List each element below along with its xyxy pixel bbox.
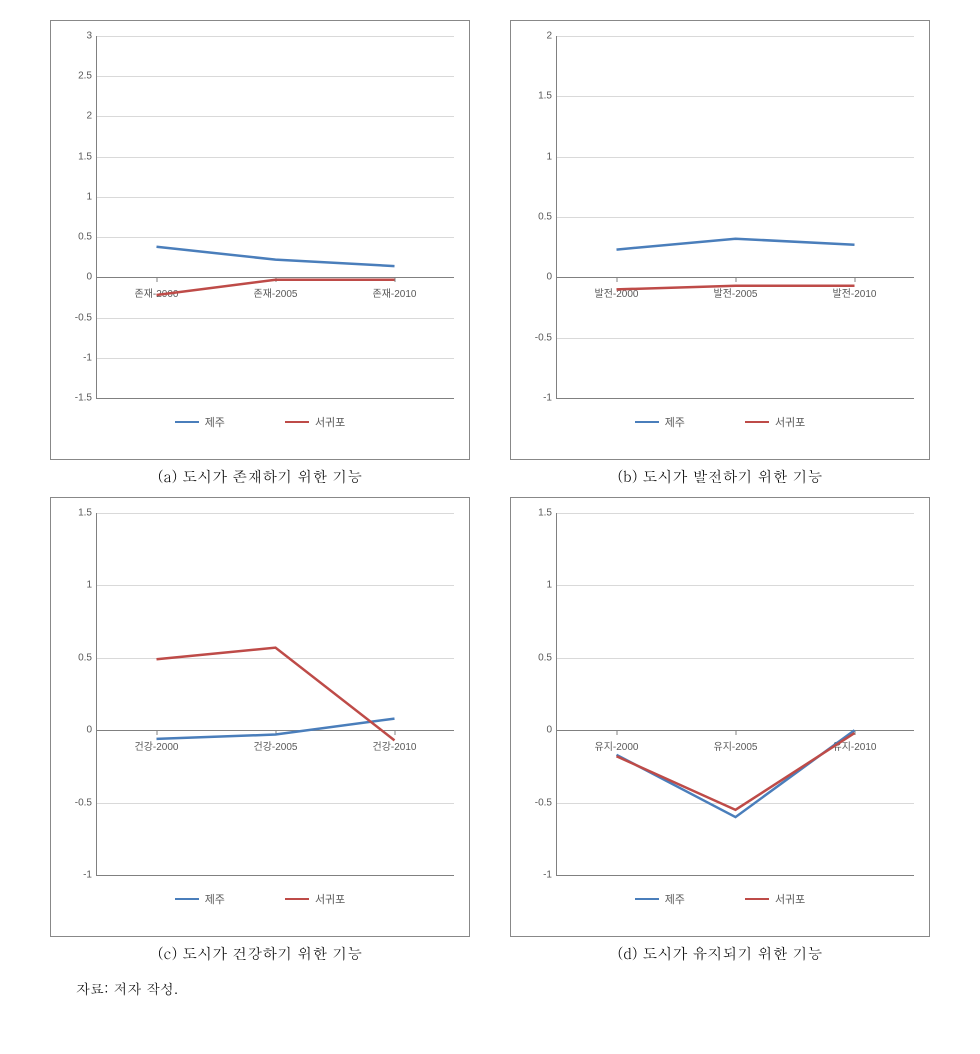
legend-item-s1: 제주 bbox=[175, 891, 225, 907]
legend-swatch-s1 bbox=[635, 898, 659, 901]
y-tick: -1.5 bbox=[57, 393, 92, 404]
source-note: 자료: 저자 작성. bbox=[76, 978, 940, 998]
y-tick: 1.5 bbox=[517, 91, 552, 102]
y-tick: 0.5 bbox=[517, 652, 552, 663]
y-tick: -0.5 bbox=[57, 797, 92, 808]
y-tick: -0.5 bbox=[517, 332, 552, 343]
y-tick: 1.5 bbox=[57, 508, 92, 519]
y-tick: 0 bbox=[57, 725, 92, 736]
y-tick: 1.5 bbox=[57, 151, 92, 162]
legend-swatch-s2 bbox=[745, 421, 769, 424]
legend-label-s2: 서귀포 bbox=[775, 414, 805, 430]
y-tick: 1 bbox=[517, 151, 552, 162]
caption-d: (d) 도시가 유지되기 위한 기능 bbox=[618, 943, 823, 964]
legend-item-s1: 제주 bbox=[175, 414, 225, 430]
y-tick: -1 bbox=[57, 870, 92, 881]
legend-label-s2: 서귀포 bbox=[315, 891, 345, 907]
caption-a: (a) 도시가 존재하기 위한 기능 bbox=[158, 466, 362, 487]
legend-swatch-s2 bbox=[745, 898, 769, 901]
panel-c: -1-0.500.511.5건강-2000건강-2005건강-2010 제주 서… bbox=[40, 497, 480, 964]
legend-swatch-s1 bbox=[175, 421, 199, 424]
legend-a: 제주 서귀포 bbox=[71, 404, 449, 444]
y-tick: 0.5 bbox=[57, 232, 92, 243]
caption-b: (b) 도시가 발전하기 위한 기능 bbox=[618, 466, 823, 487]
y-tick: 1.5 bbox=[517, 508, 552, 519]
series-line-s2 bbox=[617, 733, 855, 810]
legend-item-s2: 서귀포 bbox=[285, 891, 345, 907]
panel-a: -1.5-1-0.500.511.522.53존재-2000존재-2005존재-… bbox=[40, 20, 480, 487]
chart-b: -1-0.500.511.52발전-2000발전-2005발전-2010 제주 … bbox=[510, 20, 930, 460]
legend-label-s1: 제주 bbox=[205, 891, 225, 907]
legend-item-s2: 서귀포 bbox=[285, 414, 345, 430]
chart-a: -1.5-1-0.500.511.522.53존재-2000존재-2005존재-… bbox=[50, 20, 470, 460]
y-tick: 2 bbox=[57, 111, 92, 122]
y-tick: 1 bbox=[57, 191, 92, 202]
chart-grid: -1.5-1-0.500.511.522.53존재-2000존재-2005존재-… bbox=[40, 20, 940, 964]
y-tick: -0.5 bbox=[57, 312, 92, 323]
legend-label-s2: 서귀포 bbox=[775, 891, 805, 907]
series-line-s2 bbox=[157, 648, 395, 741]
y-tick: 3 bbox=[57, 31, 92, 42]
y-tick: 2.5 bbox=[57, 71, 92, 82]
chart-c: -1-0.500.511.5건강-2000건강-2005건강-2010 제주 서… bbox=[50, 497, 470, 937]
legend-item-s1: 제주 bbox=[635, 414, 685, 430]
y-tick: -0.5 bbox=[517, 797, 552, 808]
y-tick: 1 bbox=[517, 580, 552, 591]
legend-label-s1: 제주 bbox=[665, 891, 685, 907]
series-line-s1 bbox=[157, 247, 395, 266]
legend-swatch-s1 bbox=[175, 898, 199, 901]
series-line-s1 bbox=[157, 719, 395, 739]
y-tick: 2 bbox=[517, 31, 552, 42]
legend-b: 제주 서귀포 bbox=[531, 404, 909, 444]
legend-item-s2: 서귀포 bbox=[745, 891, 805, 907]
series-line-s1 bbox=[617, 239, 855, 250]
y-tick: -1 bbox=[57, 352, 92, 363]
panel-d: -1-0.500.511.5유지-2000유지-2005유지-2010 제주 서… bbox=[500, 497, 940, 964]
y-tick: -1 bbox=[517, 393, 552, 404]
legend-label-s1: 제주 bbox=[665, 414, 685, 430]
legend-c: 제주 서귀포 bbox=[71, 881, 449, 921]
legend-item-s2: 서귀포 bbox=[745, 414, 805, 430]
legend-d: 제주 서귀포 bbox=[531, 881, 909, 921]
legend-swatch-s2 bbox=[285, 898, 309, 901]
legend-label-s1: 제주 bbox=[205, 414, 225, 430]
y-tick: 0 bbox=[57, 272, 92, 283]
series-line-s2 bbox=[157, 280, 395, 295]
y-tick: 1 bbox=[57, 580, 92, 591]
series-line-s2 bbox=[617, 286, 855, 290]
y-tick: 0.5 bbox=[57, 652, 92, 663]
chart-d: -1-0.500.511.5유지-2000유지-2005유지-2010 제주 서… bbox=[510, 497, 930, 937]
y-tick: 0 bbox=[517, 725, 552, 736]
y-tick: -1 bbox=[517, 870, 552, 881]
legend-item-s1: 제주 bbox=[635, 891, 685, 907]
y-tick: 0.5 bbox=[517, 212, 552, 223]
legend-label-s2: 서귀포 bbox=[315, 414, 345, 430]
caption-c: (c) 도시가 건강하기 위한 기능 bbox=[158, 943, 362, 964]
legend-swatch-s1 bbox=[635, 421, 659, 424]
y-tick: 0 bbox=[517, 272, 552, 283]
panel-b: -1-0.500.511.52발전-2000발전-2005발전-2010 제주 … bbox=[500, 20, 940, 487]
legend-swatch-s2 bbox=[285, 421, 309, 424]
